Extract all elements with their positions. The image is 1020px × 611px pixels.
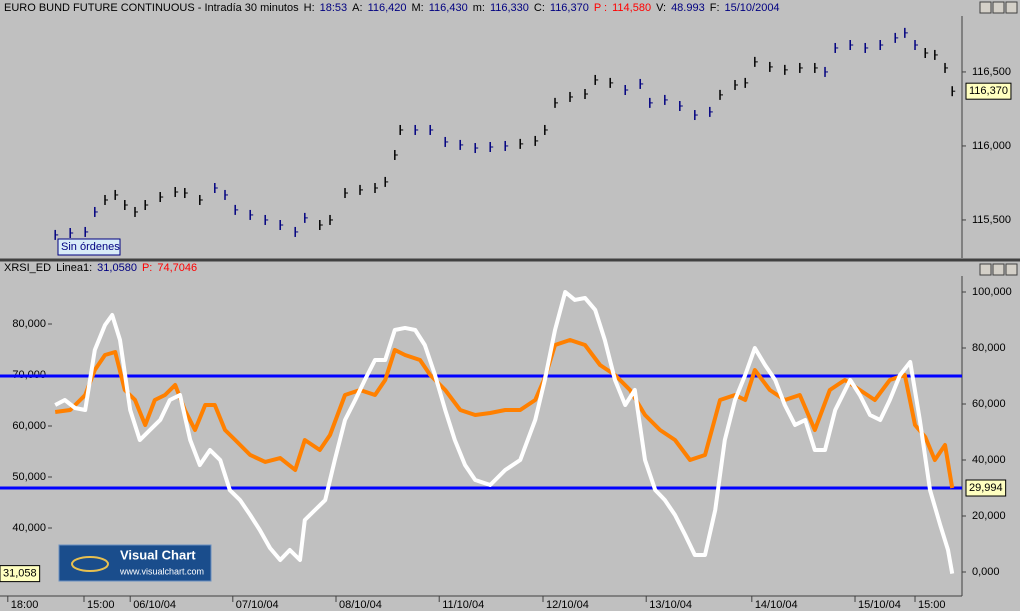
last-value-box: [965, 479, 1007, 497]
x-tick-label: 08/10/04: [339, 599, 382, 611]
logo-box: [58, 544, 212, 582]
last-value-box: [0, 565, 41, 583]
maximize-button[interactable]: [992, 1, 1005, 14]
header-text: 74,7046: [157, 262, 197, 274]
y-tick-label: 80,000: [12, 318, 46, 330]
logo-url: www.visualchart.com: [119, 566, 204, 576]
y-tick-label: 50,000: [12, 471, 46, 483]
last-value-box: [965, 82, 1012, 100]
header-text: C:: [534, 2, 545, 14]
minimize-button[interactable]: [979, 263, 992, 276]
header-text: 116,420: [368, 2, 407, 14]
x-tick-label: 13/10/04: [649, 599, 692, 611]
maximize-button[interactable]: [992, 263, 1005, 276]
x-tick-label: 11/10/04: [442, 599, 484, 611]
x-tick-label: 15:00: [87, 599, 115, 611]
last-value-label: 29,994: [969, 482, 1003, 494]
header-text: 15/10/2004: [725, 2, 780, 14]
last-value-label: 116,370: [969, 85, 1008, 97]
y-tick-label: 80,000: [972, 342, 1006, 354]
header-text: 31,0580: [97, 262, 137, 274]
header-text: 18:53: [320, 2, 348, 14]
y-tick-label: 116,000: [972, 140, 1011, 152]
header-text: F:: [710, 2, 720, 14]
y-tick-label: 60,000: [12, 420, 46, 432]
y-tick-label: 100,000: [972, 286, 1012, 298]
logo-icon: [71, 556, 109, 572]
header-text: 116,370: [550, 2, 589, 14]
close-button[interactable]: [1005, 263, 1018, 276]
y-tick-label: 116,500: [972, 66, 1011, 78]
header-text: 116,330: [490, 2, 529, 14]
header-text: Linea1:: [56, 262, 92, 274]
header-text: XRSI_ED: [4, 262, 51, 274]
logo: Visual Chart www.visualchart.com: [58, 544, 212, 582]
x-tick-label: 18:00: [11, 599, 39, 611]
x-tick-label: 12/10/04: [546, 599, 589, 611]
last-value-label: 31,058: [3, 568, 37, 580]
y-tick-label: 0,000: [972, 566, 1000, 578]
minimize-button[interactable]: [979, 1, 992, 14]
y-tick-label: 20,000: [972, 510, 1006, 522]
indicator-line: [54, 290, 955, 574]
close-button[interactable]: [1005, 1, 1018, 14]
header-text: P:: [142, 262, 152, 274]
y-tick-label: 115,500: [972, 214, 1011, 226]
y-tick-label: 60,000: [972, 398, 1006, 410]
logo-name: Visual Chart: [120, 547, 196, 562]
x-tick-label: 15:00: [918, 599, 946, 611]
order-status-box: [57, 238, 121, 256]
x-tick-label: 15/10/04: [858, 599, 901, 611]
x-tick-label: 07/10/04: [236, 599, 279, 611]
window-buttons: [979, 1, 1018, 276]
y-tick-label: 40,000: [12, 522, 46, 534]
order-status: Sin órdenes: [61, 241, 120, 253]
x-tick-label: 14/10/04: [755, 599, 798, 611]
header-text: M:: [412, 2, 424, 14]
header-text: P :: [594, 2, 607, 14]
header-text: 48.993: [671, 2, 705, 14]
header-text: m:: [473, 2, 485, 14]
y-tick-label: 40,000: [972, 454, 1006, 466]
header-text: A:: [352, 2, 362, 14]
header-text: EURO BUND FUTURE CONTINUOUS - Intradía 3…: [4, 2, 299, 14]
header-text: 116,430: [429, 2, 468, 14]
x-tick-label: 06/10/04: [133, 599, 176, 611]
header-text: V:: [656, 2, 666, 14]
header-text: 114,580: [612, 2, 651, 14]
header-text: H:: [304, 2, 315, 14]
